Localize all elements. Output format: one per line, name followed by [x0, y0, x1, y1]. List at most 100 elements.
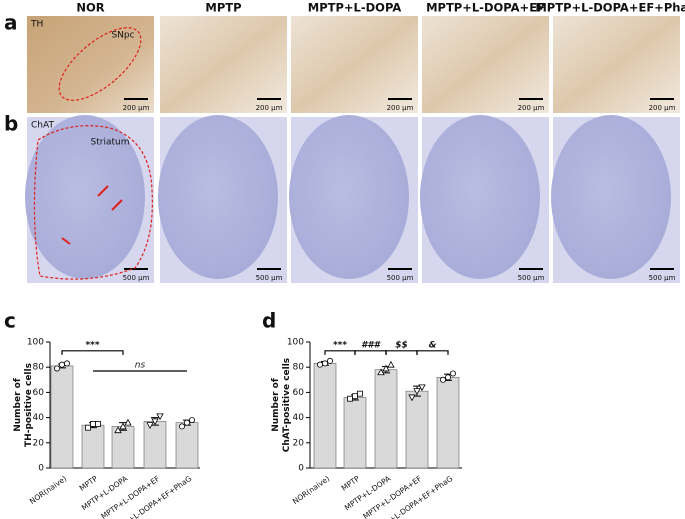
significance-bracket — [324, 350, 356, 355]
significance-label: *** — [333, 340, 347, 350]
y-tick-label: 80 — [33, 363, 45, 373]
y-axis-label-line: TH-positive cells — [24, 363, 34, 447]
data-point — [146, 422, 154, 429]
data-point — [321, 360, 328, 367]
data-point — [387, 360, 395, 368]
data-point — [357, 390, 363, 397]
region-label: Striatum — [91, 138, 130, 148]
data-point — [188, 417, 195, 424]
scale-bar-label: 500 μm — [123, 274, 150, 282]
data-point — [326, 357, 333, 364]
data-point — [90, 420, 96, 427]
bar — [374, 369, 398, 469]
data-point — [316, 361, 323, 368]
panel-letter: c — [4, 309, 16, 333]
tissue — [291, 16, 418, 113]
data-point — [347, 395, 353, 402]
bar — [436, 376, 460, 469]
striatum-outline — [33, 125, 153, 280]
significance-bracket — [61, 350, 124, 355]
scale-bar-label: 500 μm — [649, 274, 676, 282]
scale-bar-label: 200 μm — [387, 104, 414, 112]
data-point — [85, 424, 91, 431]
scale-bar-label: 500 μm — [518, 274, 545, 282]
tissue — [420, 115, 540, 279]
data-point — [413, 388, 421, 395]
y-tick-label: 20 — [33, 438, 45, 448]
tissue — [25, 115, 145, 279]
data-point — [95, 420, 101, 427]
tissue — [551, 115, 671, 279]
significance-label: & — [429, 340, 437, 350]
y-tick-label: 100 — [287, 338, 304, 348]
bar — [81, 424, 105, 469]
data-point — [439, 376, 446, 383]
data-point — [59, 361, 66, 368]
data-point — [449, 370, 456, 377]
column-header: MPTP — [205, 1, 241, 15]
y-axis-label-line: Number of — [13, 378, 23, 432]
tissue — [289, 115, 409, 279]
data-point — [119, 422, 127, 430]
bar — [143, 421, 167, 469]
x-tick-label: MPTP+L-DOPA+EF — [99, 474, 161, 519]
scale-bar-label: 200 μm — [256, 104, 283, 112]
y-axis-label-line: ChAT-positive cells — [282, 358, 292, 452]
column-header: MPTP+L-DOPA — [308, 1, 402, 15]
bar — [313, 363, 337, 469]
column-header: NOR — [76, 1, 104, 15]
row-label: ChAT — [31, 121, 54, 131]
data-point — [408, 394, 416, 402]
data-point — [382, 364, 390, 372]
panel-letter: d — [262, 309, 276, 333]
bar — [343, 397, 367, 469]
tissue — [553, 16, 680, 113]
y-tick-label: 20 — [293, 438, 305, 448]
scale-bar-label: 500 μm — [256, 274, 283, 282]
x-tick-label: NOR(naive) — [291, 474, 331, 506]
y-tick-label: 80 — [293, 363, 305, 373]
data-point — [124, 418, 132, 426]
y-tick-label: 0 — [38, 464, 44, 474]
x-tick-label: MPTP — [78, 474, 100, 493]
data-point — [418, 384, 426, 392]
panel-letter: a — [4, 11, 18, 35]
y-tick-label: 60 — [33, 388, 45, 398]
scale-bar-label: 500 μm — [387, 274, 414, 282]
significance-label: ns — [135, 360, 146, 370]
data-point — [114, 426, 122, 434]
arrows — [61, 185, 123, 245]
scale-bar-label: 200 μm — [649, 104, 676, 112]
data-point — [377, 368, 385, 376]
scale-bar-label: 200 μm — [518, 104, 545, 112]
data-point — [183, 419, 190, 426]
y-tick-label: 0 — [298, 464, 304, 474]
data-point — [64, 360, 71, 367]
significance-bracket — [385, 350, 418, 355]
panel-letter: b — [4, 112, 18, 136]
region-label: SNpc — [111, 31, 134, 41]
data-point — [54, 365, 61, 372]
data-point — [151, 418, 159, 426]
significance-label: $$ — [395, 340, 408, 350]
significance-label: *** — [85, 340, 99, 350]
y-axis-label-line: Number of — [271, 378, 281, 432]
tissue — [158, 115, 278, 279]
y-tick-label: 100 — [27, 338, 44, 348]
data-point — [444, 374, 451, 381]
tissue — [27, 16, 154, 113]
x-tick-label: MPTP — [340, 474, 362, 493]
column-header: MPTP+L-DOPA+EF+PhaG — [535, 1, 685, 15]
tissue — [160, 16, 287, 113]
significance-label: ### — [361, 340, 382, 350]
y-tick-label: 60 — [293, 388, 305, 398]
data-point — [352, 393, 358, 400]
bar — [405, 390, 429, 469]
y-axis-label: Number ofChAT-positive cells — [271, 358, 292, 452]
x-tick-label: NOR(naive) — [28, 474, 68, 506]
micrographs: 200 μm 200 μm 200 μm 200 μm 200 μm 500 μm 500 … — [25, 16, 680, 283]
significance-bracket — [416, 350, 449, 355]
significance-bracket — [354, 350, 387, 355]
